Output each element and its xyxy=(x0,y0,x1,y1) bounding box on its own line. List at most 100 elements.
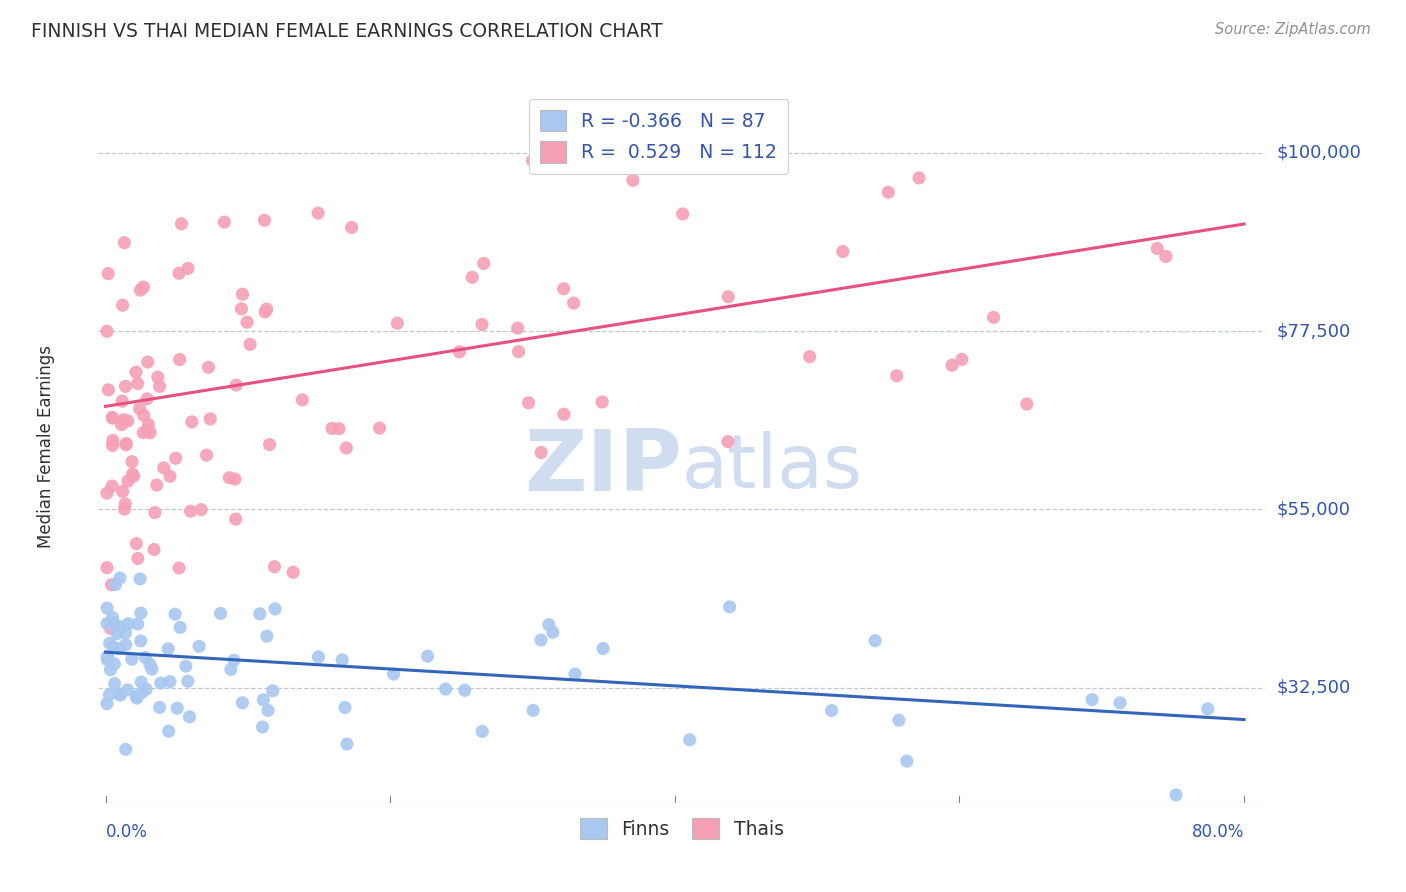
Point xyxy=(820,704,842,718)
Point xyxy=(112,235,135,250)
Point xyxy=(1146,242,1168,256)
Point xyxy=(214,215,236,229)
Point xyxy=(222,653,245,667)
Point xyxy=(157,724,180,739)
Point xyxy=(718,599,741,614)
Point xyxy=(100,621,122,635)
Point xyxy=(132,425,155,440)
Point xyxy=(146,478,169,492)
Point xyxy=(188,640,211,654)
Point xyxy=(231,287,253,301)
Point xyxy=(167,561,190,575)
Point xyxy=(592,641,614,656)
Point xyxy=(291,392,314,407)
Point xyxy=(231,301,253,316)
Point xyxy=(157,641,180,656)
Point xyxy=(368,421,391,435)
Point xyxy=(129,675,152,690)
Text: atlas: atlas xyxy=(682,431,863,504)
Point xyxy=(256,302,278,317)
Point xyxy=(132,409,155,423)
Point xyxy=(159,674,181,689)
Point xyxy=(138,417,160,432)
Point xyxy=(128,401,150,416)
Point xyxy=(1015,397,1038,411)
Point xyxy=(127,551,149,566)
Point xyxy=(307,649,329,664)
Point xyxy=(863,633,886,648)
Text: FINNISH VS THAI MEDIAN FEMALE EARNINGS CORRELATION CHART: FINNISH VS THAI MEDIAN FEMALE EARNINGS C… xyxy=(31,22,662,41)
Point xyxy=(541,625,564,640)
Point xyxy=(717,434,740,449)
Point xyxy=(553,282,575,296)
Point xyxy=(127,617,149,632)
Point xyxy=(636,116,658,130)
Point xyxy=(108,687,131,701)
Point xyxy=(122,469,145,483)
Point xyxy=(799,350,821,364)
Point xyxy=(225,378,247,392)
Point xyxy=(224,472,246,486)
Point xyxy=(170,217,193,231)
Point xyxy=(98,688,121,702)
Point xyxy=(143,542,166,557)
Point xyxy=(129,634,152,648)
Point xyxy=(117,616,139,631)
Point xyxy=(530,633,553,648)
Point xyxy=(180,504,202,518)
Point xyxy=(471,724,494,739)
Point xyxy=(264,602,287,616)
Point xyxy=(101,410,124,425)
Point xyxy=(96,601,118,615)
Point xyxy=(231,696,253,710)
Point xyxy=(831,244,853,259)
Point xyxy=(177,674,200,689)
Point xyxy=(105,626,128,640)
Point xyxy=(101,434,124,448)
Point xyxy=(169,352,191,367)
Point xyxy=(236,315,259,329)
Point xyxy=(254,305,277,319)
Point xyxy=(679,732,702,747)
Point xyxy=(129,606,152,620)
Text: $55,000: $55,000 xyxy=(1277,500,1351,518)
Point xyxy=(165,607,187,622)
Point xyxy=(114,638,136,652)
Point xyxy=(96,652,118,666)
Point xyxy=(96,486,118,500)
Point xyxy=(141,662,163,676)
Point xyxy=(100,578,122,592)
Point xyxy=(522,153,544,168)
Point xyxy=(121,467,143,481)
Point xyxy=(146,370,169,384)
Point xyxy=(1154,249,1177,263)
Point xyxy=(97,267,120,281)
Point xyxy=(97,383,120,397)
Text: 80.0%: 80.0% xyxy=(1192,822,1244,840)
Point xyxy=(139,657,162,672)
Point xyxy=(125,365,148,379)
Point xyxy=(153,461,176,475)
Point xyxy=(114,742,136,756)
Point xyxy=(200,412,222,426)
Point xyxy=(252,720,274,734)
Point xyxy=(621,173,644,187)
Point xyxy=(115,438,138,452)
Point xyxy=(107,641,129,656)
Point xyxy=(1197,702,1219,716)
Point xyxy=(257,703,280,717)
Point xyxy=(100,663,122,677)
Point xyxy=(110,417,132,432)
Point xyxy=(336,737,359,751)
Point xyxy=(562,296,585,310)
Point xyxy=(103,657,125,671)
Point xyxy=(179,710,201,724)
Point xyxy=(333,700,356,714)
Point xyxy=(110,688,132,702)
Point xyxy=(517,396,540,410)
Text: $100,000: $100,000 xyxy=(1277,144,1361,161)
Point xyxy=(177,261,200,276)
Point xyxy=(143,506,166,520)
Point xyxy=(167,266,190,280)
Point xyxy=(121,455,143,469)
